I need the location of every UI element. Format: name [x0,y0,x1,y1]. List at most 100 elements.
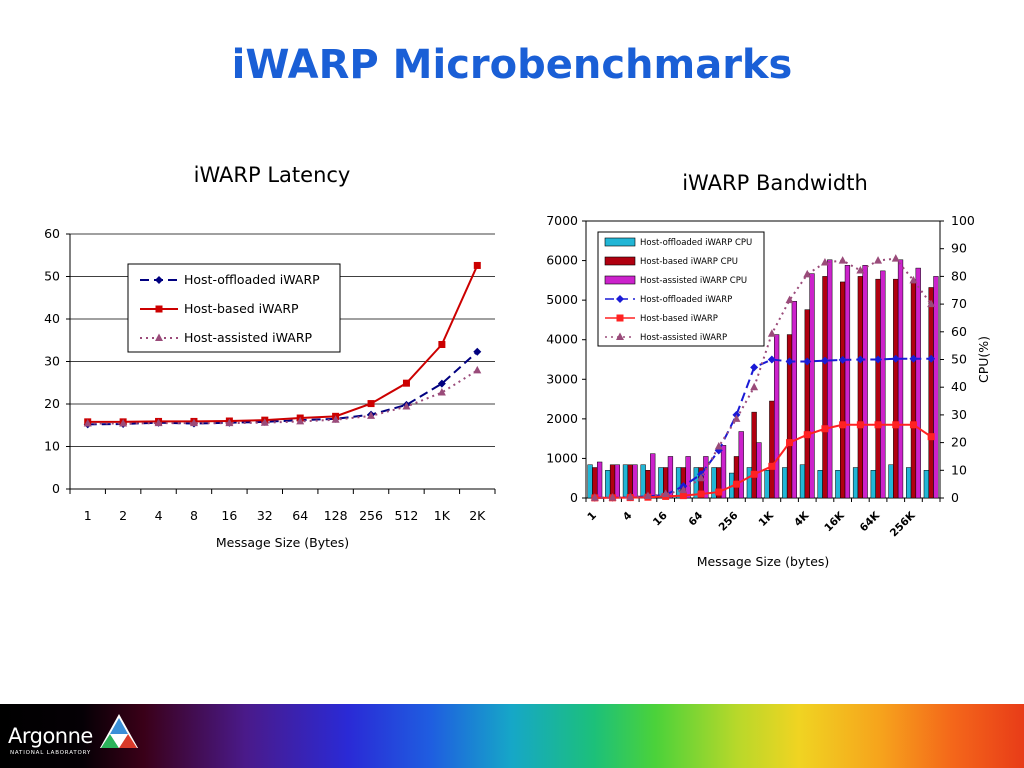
bar [862,265,868,499]
y-tick-label: 1000 [546,450,578,465]
data-point [803,269,812,278]
data-point [697,490,705,498]
latency-chart: iWARP Latency 0 10 20 30 40 50 60 1 2 4 8 16 32 64 128 2… [30,150,510,560]
legend-swatch [604,256,636,266]
series-host-assisted-iwarp-cpu [596,259,939,499]
bandwidth-chart: iWARP Bandwidth 0 1000 2000 3000 4000 5000 6000… [522,158,1002,578]
bar [852,467,859,499]
series-host-offloaded-iwarp [83,347,482,429]
bar [720,445,727,499]
y2-tick-label: 50 [951,352,967,367]
y2-tick-label: 60 [951,324,967,339]
x-tick-label: 1 [585,510,599,524]
y2-tick-label: 90 [951,241,967,256]
bar [751,411,757,499]
data-point [838,256,847,264]
series-line [87,350,478,426]
bar [605,470,611,499]
bar [804,309,810,499]
bar [822,276,828,499]
data-point [927,354,936,363]
bar [923,470,930,499]
data-point [732,480,740,488]
bar [773,334,780,499]
data-point [608,493,617,501]
data-point [732,414,741,422]
y-tick-label: 40 [44,311,60,326]
data-point [679,492,687,500]
data-point [367,400,375,408]
data-point [402,379,410,387]
y2-tick-label: 30 [951,407,967,422]
logo-wordmark: Argonne [8,724,93,748]
data-point [679,485,688,494]
bar [897,259,904,499]
footer-gradient-bar [0,704,1024,768]
argonne-triangle-icon [100,714,138,748]
data-point [767,329,776,337]
legend-label: Host-offloaded iWARP [184,272,320,287]
series-line [87,265,479,423]
data-point [590,493,599,501]
bar [622,464,629,499]
bar [870,470,876,499]
bar [587,464,593,499]
data-point [892,421,900,429]
x-tick-label: 1 [84,508,92,523]
x-tick-label: 256 [717,510,741,534]
chart-title: iWARP Bandwidth [682,171,868,195]
data-point [697,473,706,482]
data-point [839,421,847,429]
series-host-assisted-iwarp [590,254,936,501]
y-tick-label: 0 [52,481,60,496]
bar [667,456,674,499]
legend-marker [616,295,624,303]
data-point [260,418,269,426]
argonne-logo: Argonne NATIONAL LABORATORY [6,712,146,764]
bar [614,464,620,499]
y2-tick-label: 40 [951,379,967,394]
x-tick-label: 64 [292,508,308,523]
legend: Host-offloaded iWARP Host-based iWARP Host… [127,263,341,353]
bar [799,464,806,499]
data-point [225,418,234,427]
y-tick-label: 20 [44,396,60,411]
y-tick-label: 10 [44,439,60,454]
bar [880,270,886,499]
bar [910,281,917,499]
data-point [909,275,918,284]
data-point [437,379,446,388]
x-tick-label: 128 [324,508,348,523]
bar [632,464,638,499]
data-point [750,382,759,391]
x-tick-label: 1K [434,508,451,523]
legend-marker [155,305,163,313]
bar [857,276,863,499]
data-point [927,299,936,308]
bar [827,259,833,499]
bar [650,453,656,499]
bar [888,464,894,499]
legend-marker [155,276,163,284]
latency-chart-svg: iWARP Latency 0 10 20 30 40 50 60 1 2 4 8 16 32 64 128 2… [44,163,496,550]
legend-label: Host-assisted iWARP [184,330,313,345]
data-point [661,489,670,498]
bandwidth-chart-svg: iWARP Bandwidth0100020003000400050006000… [546,171,991,569]
x-axis-title: Message Size (bytes) [697,554,830,569]
data-point [856,355,865,364]
y-tick-label: 5000 [546,292,578,307]
data-point [891,354,900,363]
y-tick-label: 50 [44,269,60,284]
y2-tick-label: 100 [951,213,975,228]
data-point [891,254,900,262]
legend-label: Host-based iWARP CPU [640,257,738,267]
y-tick-label: 7000 [546,213,578,228]
legend-label: Host-offloaded iWARP [640,295,732,305]
bar [906,467,912,499]
x-tick-label: 16 [221,508,237,523]
bar [769,400,775,499]
data-point [820,258,829,266]
data-point [750,363,759,372]
x-tick-label: 64 [686,510,705,529]
y2-tick-label: 70 [951,296,967,311]
